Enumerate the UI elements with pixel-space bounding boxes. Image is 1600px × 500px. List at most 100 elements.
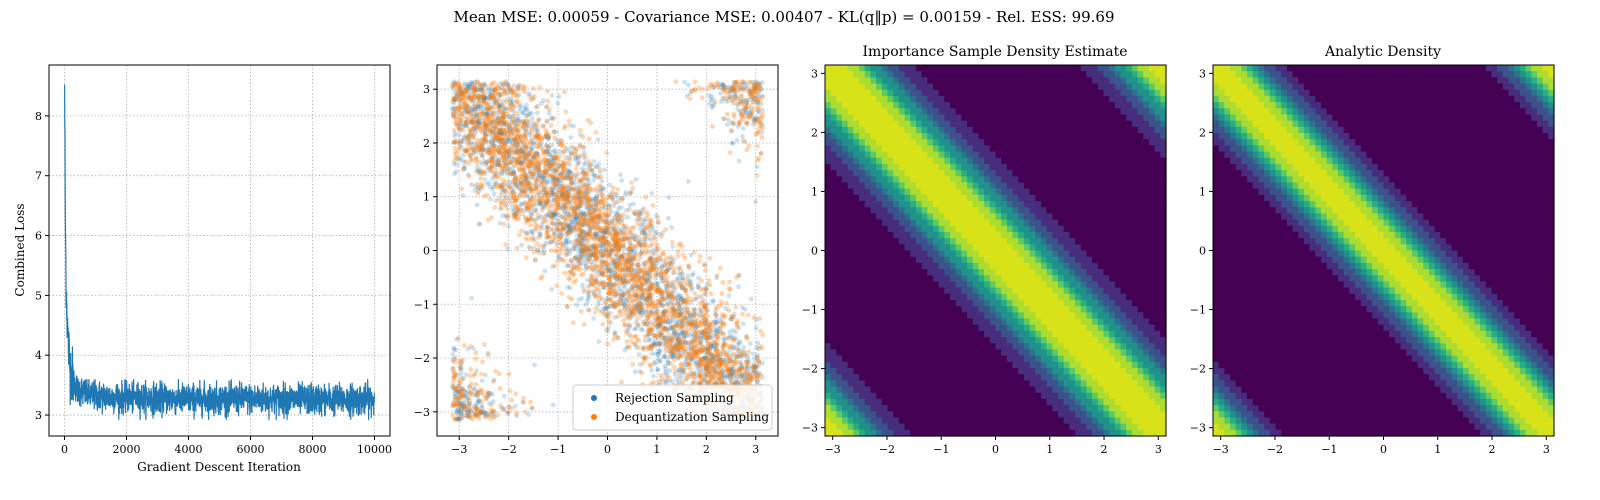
rejection-point [755, 379, 760, 385]
rejection-point [488, 196, 493, 202]
rejection-point [564, 251, 570, 257]
dequantization-point [673, 284, 679, 290]
rejection-point [472, 187, 478, 193]
dequantization-point [513, 391, 519, 397]
rejection-point [486, 144, 492, 150]
dequantization-point [523, 409, 528, 415]
rejection-point [752, 370, 758, 375]
rejection-point [469, 295, 474, 301]
rejection-point [526, 151, 532, 157]
rejection-point [741, 344, 746, 350]
rejection-point [611, 304, 616, 309]
loss-chart-xtick-label: 8000 [299, 443, 327, 456]
dequantization-point [501, 221, 507, 227]
rejection-point [709, 104, 715, 110]
rejection-point [451, 161, 457, 167]
dequantization-point [727, 286, 733, 292]
dequantization-point [528, 246, 533, 251]
dequantization-point [719, 352, 725, 357]
rejection-point [754, 164, 760, 170]
dequantization-point [528, 222, 533, 228]
rejection-point [569, 181, 575, 186]
dequantization-point [669, 336, 675, 341]
rejection-point [646, 345, 652, 351]
rejection-point [513, 124, 518, 130]
rejection-point [626, 237, 632, 242]
rejection-point [615, 261, 620, 267]
rejection-point [605, 297, 610, 303]
rejection-point [695, 282, 701, 287]
rejection-point [545, 212, 551, 218]
rejection-point [578, 260, 583, 265]
rejection-point [482, 177, 488, 183]
rejection-point [565, 263, 570, 268]
dequantization-point [521, 120, 527, 126]
rejection-point [463, 108, 468, 114]
rejection-point [599, 271, 605, 277]
dequantization-point [552, 135, 557, 141]
dequantization-point [697, 306, 703, 312]
dequantization-point [594, 273, 600, 279]
rejection-point [512, 174, 518, 180]
rejection-point [754, 364, 760, 370]
rejection-point [576, 195, 582, 201]
dequantization-point [673, 79, 679, 84]
rejection-point [465, 104, 471, 110]
rejection-point [555, 176, 561, 182]
dequantization-point [478, 371, 484, 377]
dequantization-point [530, 235, 535, 241]
rejection-point [450, 352, 456, 357]
dequantization-point [649, 218, 654, 223]
rejection-point [637, 297, 643, 303]
rejection-point [600, 185, 606, 191]
dequantization-point [535, 212, 541, 218]
rejection-point [478, 82, 484, 88]
rejection-point [752, 85, 758, 91]
rejection-point [471, 97, 477, 103]
rejection-point [457, 384, 463, 390]
dequantization-point [714, 273, 720, 279]
rejection-point [452, 171, 457, 177]
dequantization-point [635, 221, 641, 227]
rejection-point [736, 284, 741, 290]
rejection-point [719, 374, 724, 380]
rejection-point [598, 263, 604, 269]
rejection-point [636, 285, 641, 290]
rejection-point [478, 94, 484, 100]
rejection-point [458, 144, 464, 150]
rejection-point [459, 365, 464, 371]
rejection-point [554, 137, 560, 143]
rejection-point [615, 257, 621, 263]
rejection-point [730, 368, 736, 374]
rejection-point [481, 105, 487, 111]
rejection-point [538, 199, 543, 205]
rejection-point [542, 172, 548, 178]
dequantization-point [456, 335, 461, 341]
dequantization-point [622, 322, 627, 328]
rejection-point [739, 305, 745, 310]
dequantization-point [733, 304, 739, 310]
rejection-point [581, 211, 587, 217]
dequantization-point [706, 278, 712, 283]
rejection-point [585, 292, 591, 298]
rejection-point [733, 329, 738, 335]
rejection-point [523, 216, 529, 222]
dequantization-point [548, 123, 554, 128]
dequantization-point [461, 343, 467, 348]
dequantization-point [713, 305, 719, 311]
rejection-point [669, 338, 675, 344]
loss-chart-ytick-label: 8 [35, 110, 42, 123]
rejection-point [474, 368, 479, 374]
rejection-point [553, 129, 559, 135]
dequantization-point [501, 407, 507, 412]
rejection-point [612, 262, 618, 268]
dequantization-point [473, 356, 479, 362]
rejection-point [743, 373, 749, 379]
rejection-point [604, 327, 609, 332]
rejection-point [663, 366, 668, 372]
dequantization-point [478, 176, 484, 182]
rejection-point [686, 82, 691, 88]
rejection-point [525, 193, 530, 199]
